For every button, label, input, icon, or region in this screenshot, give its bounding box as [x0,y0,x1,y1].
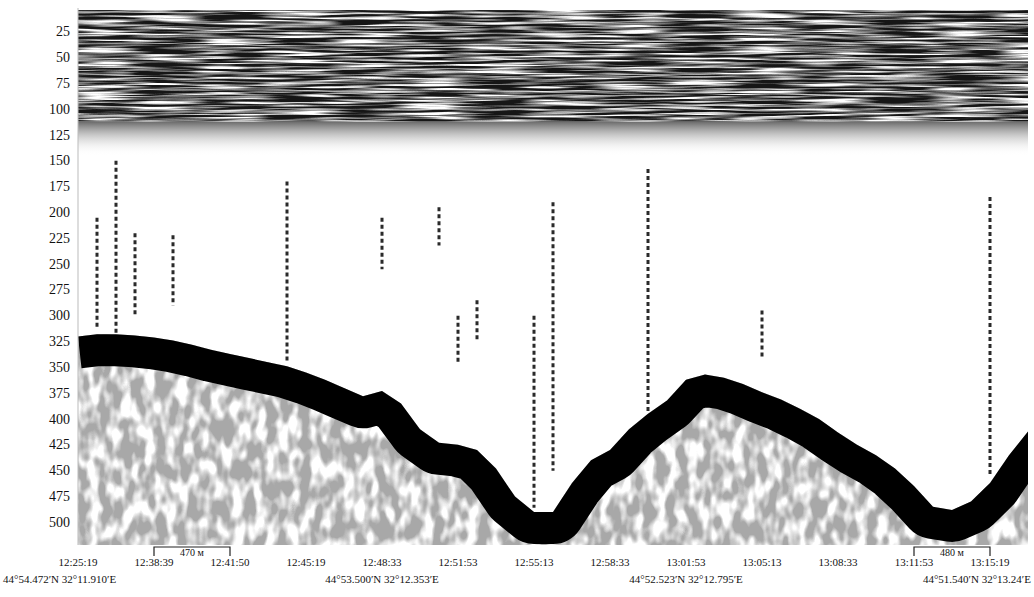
plot-marks [78,8,1028,545]
y-tick-label: 475 [49,489,70,504]
scale-bar-label: 480 м [940,547,965,558]
x-tick-label: 12:55:13 [514,556,554,568]
gas-flare [438,207,441,245]
coordinate-label: 44°54.472′N 32°11.910′E [3,573,116,585]
x-tick-label: 13:08:33 [818,556,858,568]
gas-flare [286,181,289,362]
layer-texture [78,10,1028,122]
x-tick-label: 12:45:19 [286,556,326,568]
y-axis-line [78,8,79,545]
gas-flare [381,218,384,270]
y-tick-label: 500 [49,515,70,530]
x-tick-label: 13:01:53 [666,556,706,568]
coordinate-label: 44°52.523′N 32°12.795′E [629,573,743,585]
gas-flare [647,169,650,413]
seabed-texture [78,8,1028,545]
y-tick-label: 400 [49,412,70,427]
x-tick-label: 13:05:13 [742,556,782,568]
gas-flare [761,311,764,357]
echogram: 25 50 75 100 125 150 175 200 225 250 275 300 325 350 3… [0,0,1034,597]
y-tick-label: 150 [49,153,70,168]
gas-flare [96,218,99,328]
x-tick-label: 12:58:33 [590,556,630,568]
x-tick-label: 12:25:19 [58,556,98,568]
y-tick-label: 225 [49,231,70,246]
y-tick-label: 50 [56,50,70,65]
y-tick-label: 350 [49,360,70,375]
y-tick-label: 75 [56,76,70,91]
gas-flare [533,316,536,508]
x-tick-label: 13:11:53 [895,556,934,568]
gas-flare [115,161,118,334]
seabed-inner [78,8,1028,545]
gas-flare [476,300,479,341]
y-tick-label: 375 [49,386,70,401]
gas-flare [457,316,460,362]
y-tick-label: 200 [49,205,70,220]
gas-flare [552,202,555,471]
y-tick-label: 175 [49,179,70,194]
y-tick-label: 450 [49,463,70,478]
y-tick-label: 250 [49,257,70,272]
background [0,0,1034,597]
gas-flare [172,235,175,305]
x-tick-label: 12:41:50 [210,556,250,568]
y-tick-label: 100 [49,102,70,117]
scattering-layer [78,10,1028,122]
layer-fade [78,122,1028,156]
y-tick-label: 300 [49,308,70,323]
seabed-line [78,334,1028,512]
x-tick-label: 12:38:39 [134,556,174,568]
coordinate-label: 44°51.540′N 32°13.24′E [923,573,1031,585]
gas-flare [989,197,992,477]
coordinate-label: 44°53.500′N 32°12.353′E [325,573,439,585]
scale-bar-label: 470 м [180,547,205,558]
x-tick-label: 12:48:33 [362,556,402,568]
y-tick-label: 275 [49,282,70,297]
x-tick-label: 13:15:19 [970,556,1010,568]
x-tick-label: 12:51:53 [438,556,478,568]
y-tick-label: 425 [49,437,70,452]
y-tick-label: 325 [49,334,70,349]
y-tick-label: 25 [56,24,70,39]
y-tick-label: 125 [49,128,70,143]
gas-flare [134,233,137,316]
